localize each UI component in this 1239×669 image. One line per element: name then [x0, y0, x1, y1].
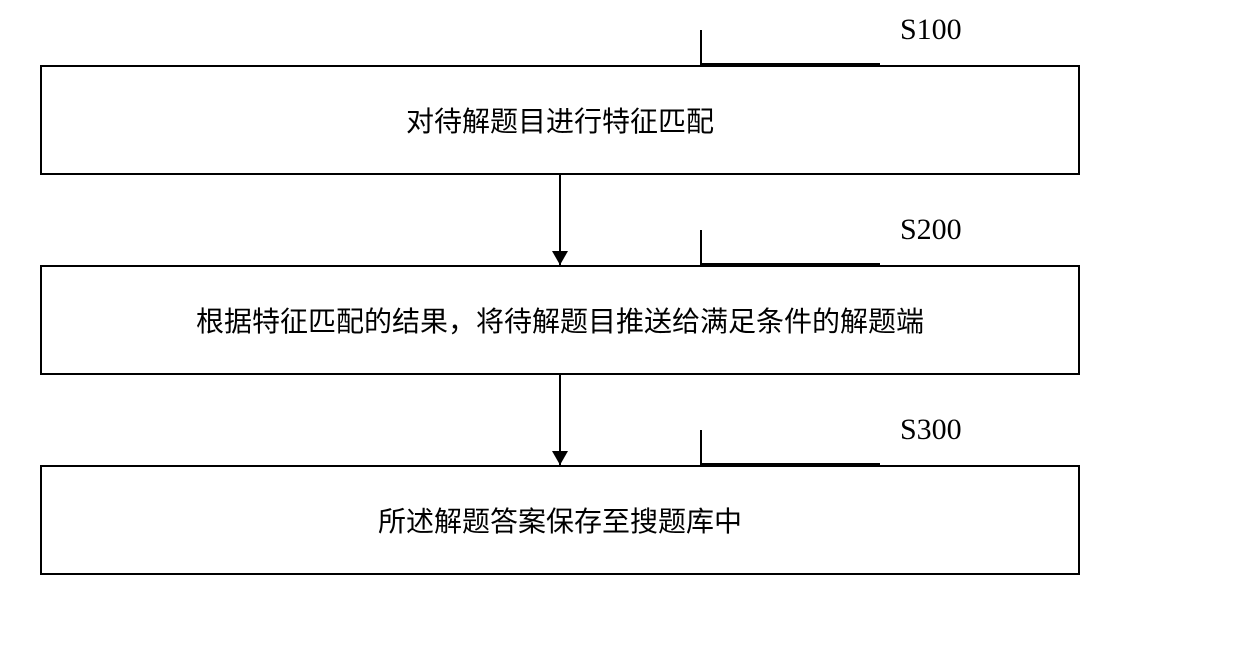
step-box-s200: 根据特征匹配的结果，将待解题目推送给满足条件的解题端: [40, 265, 1080, 375]
step-label-group-s300: S300: [700, 420, 880, 465]
label-leader-line: [700, 230, 880, 265]
step-box-s300: 所述解题答案保存至搜题库中: [40, 465, 1080, 575]
step-text-s100: 对待解题目进行特征匹配: [406, 100, 714, 140]
step-label-group-s200: S200: [700, 220, 880, 265]
label-leader-line: [700, 30, 880, 65]
step-label-s300: S300: [900, 413, 962, 447]
label-leader-line: [700, 430, 880, 465]
step-label-s100: S100: [900, 13, 962, 47]
step-text-s200: 根据特征匹配的结果，将待解题目推送给满足条件的解题端: [196, 300, 924, 340]
step-text-s300: 所述解题答案保存至搜题库中: [378, 500, 742, 540]
arrow-head-icon: [552, 251, 568, 265]
arrow-head-icon: [552, 451, 568, 465]
step-label-group-s100: S100: [700, 20, 880, 65]
step-box-s100: 对待解题目进行特征匹配: [40, 65, 1080, 175]
flowchart-container: S100 对待解题目进行特征匹配 S200 根据特征匹配的结果，将待解题目推送给…: [40, 30, 1200, 575]
step-label-s200: S200: [900, 213, 962, 247]
